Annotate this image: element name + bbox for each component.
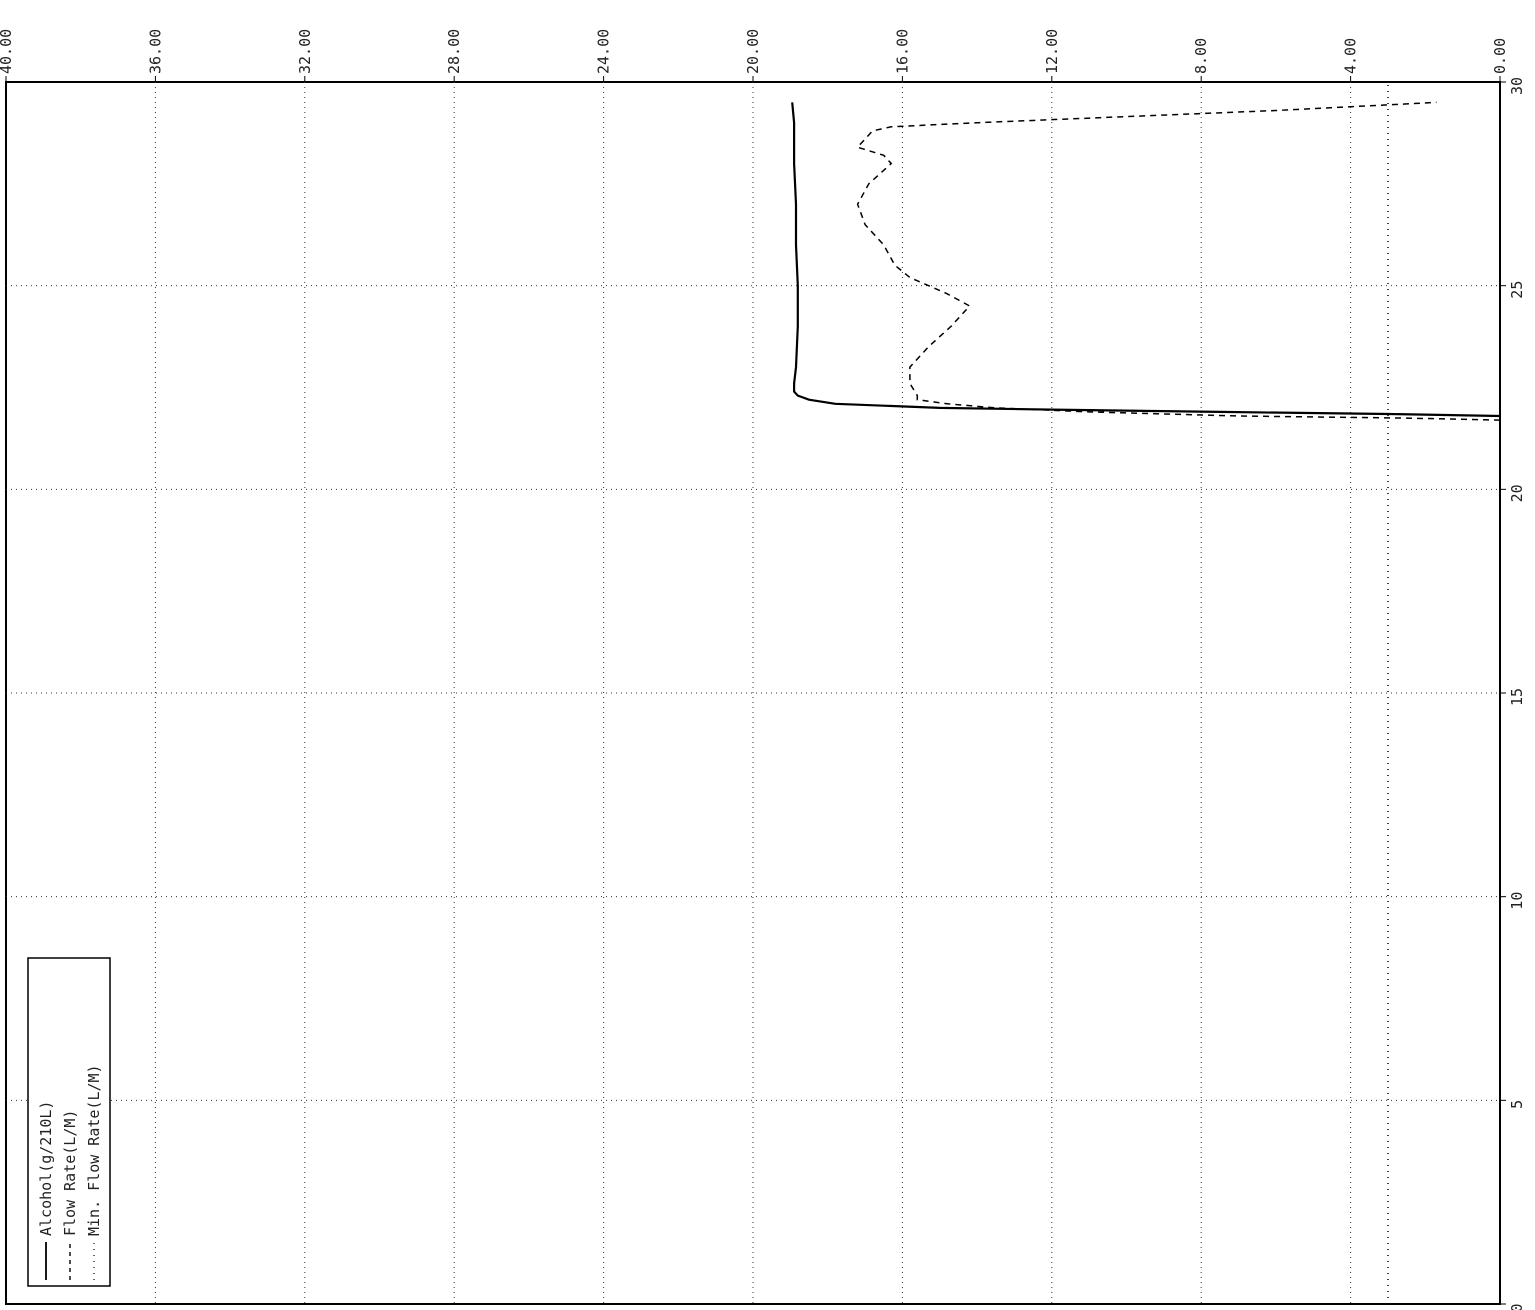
y-tick-label: 16.00	[893, 29, 911, 74]
legend-label-min-flow-rate: Min. Flow Rate(L/M)	[85, 1064, 103, 1236]
y-tick-label: 36.00	[146, 29, 164, 74]
y-tick-label: 20.00	[744, 29, 762, 74]
series-line-flow-rate	[856, 101, 1501, 421]
y-tick-label: 0.00	[1491, 38, 1509, 74]
x-tick-label: 10	[1508, 892, 1526, 910]
x-tick-label: 20	[1508, 484, 1526, 502]
legend: Alcohol(g/210L) Flow Rate(L/M) Min. Flow…	[27, 957, 111, 1287]
legend-label-alcohol: Alcohol(g/210L)	[37, 1101, 55, 1236]
x-tick-label: 25	[1508, 281, 1526, 299]
y-tick-label: 12.00	[1043, 29, 1061, 74]
y-tick-label: 32.00	[296, 29, 314, 74]
grid-lines	[6, 82, 1500, 1304]
legend-box	[27, 957, 111, 1287]
x-tick-label: 0	[1508, 1303, 1526, 1310]
y-tick-label: 8.00	[1192, 38, 1210, 74]
legend-label-flow-rate: Flow Rate(L/M)	[61, 1110, 79, 1236]
tick-labels: 0.00 4.00 8.00 12.00 16.00 20.00 24.00 28.00 32.…	[0, 29, 1526, 1310]
y-tick-label: 28.00	[445, 29, 463, 74]
x-tick-label: 30	[1508, 77, 1526, 95]
y-tick-label: 4.00	[1342, 38, 1360, 74]
series-lines	[791, 82, 1501, 1304]
series-line-alcohol	[791, 102, 1501, 418]
x-tick-label: 15	[1508, 688, 1526, 706]
x-tick-label: 5	[1508, 1100, 1526, 1109]
y-tick-label: 24.00	[595, 29, 613, 74]
y-tick-label: 40.00	[0, 29, 15, 74]
